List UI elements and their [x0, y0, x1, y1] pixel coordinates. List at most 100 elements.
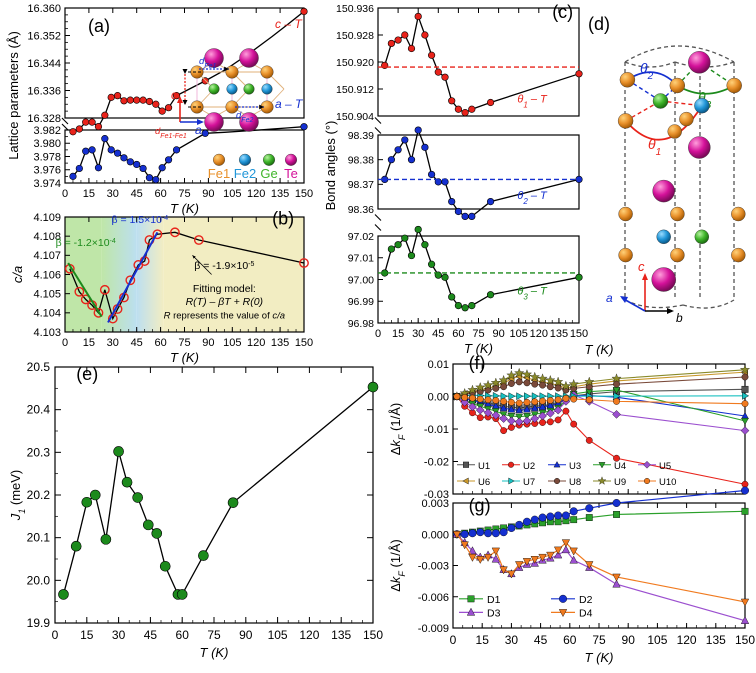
svg-text:15: 15	[476, 633, 490, 647]
svg-text:U3: U3	[569, 461, 581, 472]
svg-text:4.103: 4.103	[33, 327, 61, 339]
svg-text:c – T: c – T	[275, 17, 303, 31]
svg-text:D1: D1	[487, 594, 501, 606]
svg-text:45: 45	[534, 633, 548, 647]
svg-text:30: 30	[107, 337, 119, 349]
svg-text:U1: U1	[478, 461, 490, 472]
svg-text:-0.01: -0.01	[424, 424, 449, 436]
svg-text:150: 150	[735, 633, 755, 647]
svg-text:U2: U2	[523, 461, 535, 472]
svg-text:T (K): T (K)	[585, 342, 614, 357]
svg-text:c/a: c/a	[10, 266, 25, 283]
svg-text:60: 60	[563, 633, 577, 647]
svg-text:-0.006: -0.006	[418, 592, 449, 604]
svg-text:98.38: 98.38	[348, 154, 374, 166]
svg-text:60: 60	[154, 337, 166, 349]
svg-text:-0.009: -0.009	[418, 623, 449, 635]
svg-text:97.01: 97.01	[348, 253, 374, 265]
svg-text:150.912: 150.912	[336, 84, 374, 96]
svg-text:4.105: 4.105	[33, 288, 61, 300]
svg-text:20.3: 20.3	[27, 445, 51, 459]
svg-text:30: 30	[112, 628, 126, 642]
svg-text:T (K): T (K)	[170, 201, 199, 216]
svg-text:c: c	[638, 259, 645, 274]
svg-text:120: 120	[247, 337, 265, 349]
svg-text:60: 60	[176, 628, 190, 642]
svg-text:75: 75	[178, 188, 190, 200]
svg-text:a – T: a – T	[275, 97, 304, 111]
svg-text:90: 90	[239, 628, 253, 642]
svg-text:90: 90	[622, 633, 636, 647]
svg-text:20.5: 20.5	[27, 360, 51, 374]
svg-text:Te: Te	[284, 166, 298, 181]
svg-text:120: 120	[530, 328, 548, 340]
svg-text:105: 105	[223, 337, 241, 349]
svg-text:Lattice parameters (Å): Lattice parameters (Å)	[6, 31, 21, 160]
svg-text:(e): (e)	[76, 364, 98, 384]
svg-text:(d): (d)	[588, 14, 610, 34]
svg-text:(a): (a)	[88, 16, 110, 36]
svg-text:19.9: 19.9	[27, 616, 51, 630]
svg-text:96.98: 96.98	[348, 318, 374, 330]
svg-text:150: 150	[295, 337, 313, 349]
svg-text:15: 15	[80, 628, 94, 642]
svg-text:(b): (b)	[272, 209, 294, 229]
svg-text:150: 150	[363, 628, 383, 642]
svg-text:a: a	[195, 123, 202, 137]
svg-text:R(T) – βT + R(0): R(T) – βT + R(0)	[186, 296, 263, 308]
svg-text:3.980: 3.980	[33, 138, 61, 150]
svg-text:T (K): T (K)	[585, 650, 614, 665]
svg-text:U4: U4	[614, 461, 626, 472]
svg-text:0.01: 0.01	[428, 359, 449, 371]
svg-text:30: 30	[107, 188, 119, 200]
svg-text:D4: D4	[579, 607, 593, 619]
svg-text:-0.02: -0.02	[424, 457, 449, 469]
svg-text:20.0: 20.0	[27, 573, 51, 587]
svg-text:105: 105	[223, 188, 241, 200]
svg-text:96.99: 96.99	[348, 296, 374, 308]
svg-text:(c): (c)	[552, 2, 573, 22]
svg-text:135: 135	[271, 188, 289, 200]
svg-text:U8: U8	[569, 477, 581, 488]
svg-text:0: 0	[62, 337, 68, 349]
svg-text:150.936: 150.936	[336, 3, 374, 15]
svg-text:R represents the value of c/a: R represents the value of c/a	[164, 311, 285, 322]
svg-text:c: c	[171, 88, 177, 102]
svg-text:90: 90	[202, 337, 214, 349]
svg-text:45: 45	[144, 628, 158, 642]
svg-text:D2: D2	[579, 594, 593, 606]
svg-text:16.352: 16.352	[27, 30, 61, 42]
svg-text:135: 135	[271, 337, 289, 349]
svg-text:120: 120	[299, 628, 319, 642]
svg-text:U5: U5	[659, 461, 671, 472]
svg-text:16.328: 16.328	[27, 113, 61, 125]
svg-text:Fe1: Fe1	[208, 166, 230, 181]
svg-text:150.920: 150.920	[336, 57, 374, 69]
svg-text:150: 150	[570, 328, 588, 340]
svg-text:4.104: 4.104	[33, 308, 61, 320]
svg-text:15: 15	[392, 328, 404, 340]
svg-text:75: 75	[472, 328, 484, 340]
svg-text:U7: U7	[523, 477, 535, 488]
svg-text:D3: D3	[487, 607, 501, 619]
svg-text:30: 30	[505, 633, 519, 647]
svg-text:3.974: 3.974	[33, 178, 61, 190]
svg-text:120: 120	[677, 633, 697, 647]
svg-text:45: 45	[432, 328, 444, 340]
svg-text:45: 45	[131, 188, 143, 200]
svg-text:30: 30	[412, 328, 424, 340]
svg-text:15: 15	[83, 188, 95, 200]
svg-text:150.904: 150.904	[336, 111, 374, 123]
svg-text:75: 75	[592, 633, 606, 647]
svg-text:120: 120	[247, 188, 265, 200]
svg-text:Fitting model:: Fitting model:	[193, 283, 256, 295]
svg-text:75: 75	[207, 628, 221, 642]
svg-text:0: 0	[450, 633, 457, 647]
svg-text:15: 15	[83, 337, 95, 349]
svg-text:-0.003: -0.003	[418, 561, 449, 573]
svg-text:16.344: 16.344	[27, 58, 61, 70]
svg-text:4.106: 4.106	[33, 269, 61, 281]
svg-text:(f): (f)	[469, 353, 486, 373]
svg-text:60: 60	[154, 188, 166, 200]
svg-text:4.107: 4.107	[33, 250, 61, 262]
